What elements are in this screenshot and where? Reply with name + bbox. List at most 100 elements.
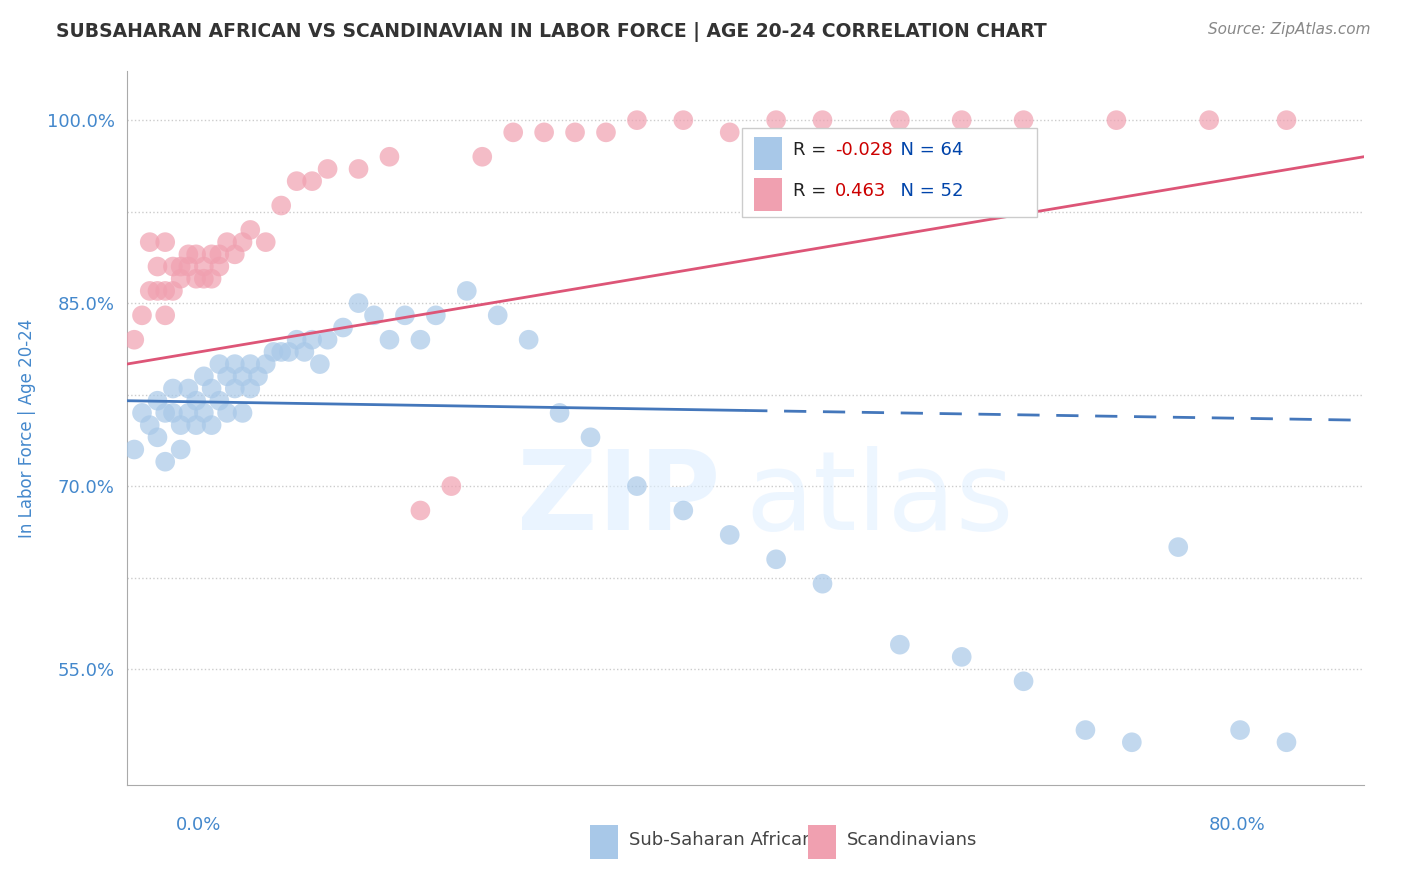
Point xyxy=(1012,674,1035,689)
Point xyxy=(1229,723,1251,737)
Text: N = 64: N = 64 xyxy=(889,141,963,159)
Point xyxy=(201,247,224,261)
Point xyxy=(301,174,323,188)
Point xyxy=(409,503,432,517)
Point xyxy=(169,418,191,433)
Point xyxy=(239,382,262,396)
Point xyxy=(177,382,200,396)
Point xyxy=(595,125,617,139)
Point xyxy=(718,528,741,542)
Point xyxy=(672,503,695,517)
Point xyxy=(292,345,315,359)
Point xyxy=(1198,113,1220,128)
Point xyxy=(718,125,741,139)
Point xyxy=(193,271,215,285)
Point xyxy=(502,125,524,139)
Point xyxy=(440,479,463,493)
Point xyxy=(162,382,184,396)
Text: ZIP: ZIP xyxy=(517,446,720,553)
Point xyxy=(363,309,385,323)
Point xyxy=(409,333,432,347)
Point xyxy=(177,260,200,274)
Point xyxy=(950,649,973,664)
Point xyxy=(201,418,224,433)
Point xyxy=(193,406,215,420)
Point xyxy=(564,125,586,139)
Point xyxy=(425,309,447,323)
Point xyxy=(186,247,208,261)
Point xyxy=(131,309,153,323)
Text: 0.463: 0.463 xyxy=(835,182,887,200)
Point xyxy=(278,345,301,359)
Point xyxy=(239,223,262,237)
Point xyxy=(124,442,146,457)
Point xyxy=(270,345,292,359)
Point xyxy=(186,271,208,285)
Point xyxy=(889,638,911,652)
Point xyxy=(146,260,169,274)
Point xyxy=(146,393,169,408)
Point xyxy=(889,113,911,128)
Point xyxy=(486,309,509,323)
Point xyxy=(217,406,239,420)
Point xyxy=(208,393,231,408)
Point xyxy=(579,430,602,444)
Point xyxy=(131,406,153,420)
Point xyxy=(247,369,270,384)
Point xyxy=(626,479,648,493)
Point xyxy=(394,309,416,323)
Point xyxy=(224,357,246,371)
Text: SUBSAHARAN AFRICAN VS SCANDINAVIAN IN LABOR FORCE | AGE 20-24 CORRELATION CHART: SUBSAHARAN AFRICAN VS SCANDINAVIAN IN LA… xyxy=(56,22,1047,42)
Point xyxy=(169,442,191,457)
Point xyxy=(177,247,200,261)
Point xyxy=(239,357,262,371)
Point xyxy=(1167,540,1189,554)
Text: N = 52: N = 52 xyxy=(889,182,963,200)
Point xyxy=(146,284,169,298)
Point xyxy=(162,406,184,420)
Point xyxy=(1074,723,1097,737)
Point xyxy=(231,369,253,384)
Point xyxy=(217,235,239,249)
Point xyxy=(309,357,332,371)
Point xyxy=(153,406,177,420)
Point xyxy=(950,113,973,128)
Point xyxy=(765,552,787,566)
Point xyxy=(208,357,231,371)
Point xyxy=(316,161,339,176)
Point xyxy=(1121,735,1143,749)
Point xyxy=(262,345,284,359)
Text: Sub-Saharan Africans: Sub-Saharan Africans xyxy=(630,831,823,849)
Point xyxy=(153,455,177,469)
Point xyxy=(153,235,177,249)
Point xyxy=(169,260,191,274)
Text: -0.028: -0.028 xyxy=(835,141,893,159)
Point xyxy=(1105,113,1128,128)
Text: R =: R = xyxy=(793,141,832,159)
Point xyxy=(208,260,231,274)
Text: R =: R = xyxy=(793,182,832,200)
Point xyxy=(193,260,215,274)
Point xyxy=(811,576,834,591)
Point xyxy=(186,393,208,408)
Point xyxy=(672,113,695,128)
Text: Source: ZipAtlas.com: Source: ZipAtlas.com xyxy=(1208,22,1371,37)
Point xyxy=(254,235,277,249)
Point xyxy=(765,113,787,128)
Point xyxy=(626,113,648,128)
Point xyxy=(378,333,401,347)
Point xyxy=(378,150,401,164)
Point xyxy=(347,296,370,310)
Text: 80.0%: 80.0% xyxy=(1209,816,1265,834)
Point xyxy=(548,406,571,420)
Point xyxy=(162,284,184,298)
Point xyxy=(177,406,200,420)
Point xyxy=(224,382,246,396)
Point xyxy=(1012,113,1035,128)
Point xyxy=(193,369,215,384)
Point xyxy=(517,333,540,347)
Point xyxy=(456,284,478,298)
Point xyxy=(332,320,354,334)
Point xyxy=(153,309,177,323)
Point xyxy=(201,271,224,285)
